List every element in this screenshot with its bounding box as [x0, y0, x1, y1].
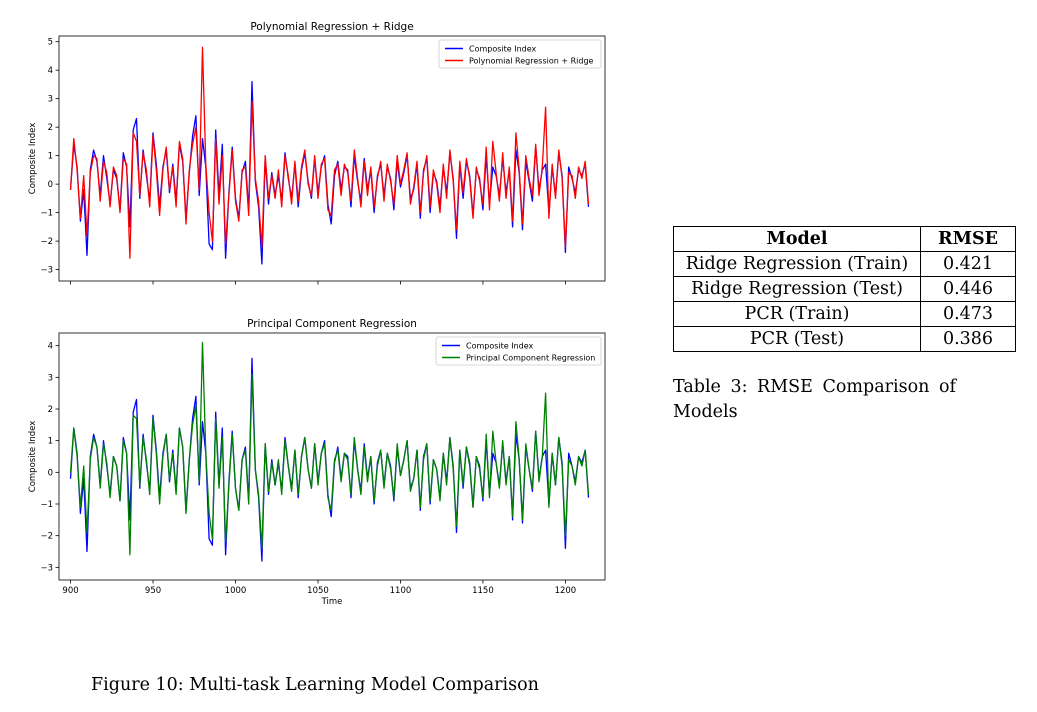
x-tick-label: 1200	[555, 586, 577, 596]
table-cell-rmse: 0.473	[920, 301, 1016, 327]
table-cell-model: Ridge Regression (Test)	[673, 276, 921, 302]
chart-title: Polynomial Regression + Ridge	[250, 21, 413, 33]
y-tick-label: 2	[48, 405, 53, 415]
table-cell-model: PCR (Test)	[673, 326, 921, 352]
table-row: Ridge Regression (Test) 0.446	[673, 276, 1016, 302]
legend-label: Principal Component Regression	[466, 354, 595, 363]
x-tick-label: 1000	[225, 586, 247, 596]
y-tick-label: −2	[40, 237, 53, 247]
x-axis-label: Time	[321, 597, 343, 607]
y-axis-label: Composite Index	[28, 421, 38, 492]
legend: Composite Index Principal Component Regre…	[435, 336, 602, 366]
y-tick-label: −3	[40, 266, 53, 276]
legend-box	[435, 336, 602, 366]
table-cell-rmse: 0.421	[920, 251, 1016, 277]
chart-panel-1: −3 −2 −1 0 1 2 3 4 5 Polynomial Regression + Ridg…	[28, 21, 606, 285]
rmse-table: Model RMSE Ridge Regression (Train) 0.42…	[673, 226, 1016, 352]
y-tick-label: 1	[48, 152, 53, 162]
y-tick-label: 1	[48, 437, 53, 447]
series-line-2	[69, 341, 590, 556]
y-tick-label: 0	[48, 180, 53, 190]
series-line-1	[69, 357, 590, 562]
table-header-row: Model RMSE	[673, 226, 1016, 252]
legend-label: Composite Index	[466, 342, 534, 351]
y-tick-label: 3	[48, 95, 53, 105]
table-row: PCR (Train) 0.473	[673, 301, 1016, 327]
table-cell-model: Ridge Regression (Train)	[673, 251, 921, 277]
table-cell-model: PCR (Train)	[673, 301, 921, 327]
table-header-model: Model	[673, 226, 921, 252]
y-tick-label: 4	[48, 342, 53, 352]
x-tick-label: 950	[145, 586, 161, 596]
x-tick-label: 900	[62, 586, 78, 596]
chart-panel-2: −3 −2 −1 0 1 2 3 4 900 950 1000 1050 1100 1150 1200 Pri…	[28, 318, 606, 607]
y-tick-label: −3	[40, 563, 53, 573]
table-row: Ridge Regression (Train) 0.421	[673, 251, 1016, 277]
legend-label: Polynomial Regression + Ridge	[469, 57, 594, 66]
table-row: PCR (Test) 0.386	[673, 326, 1016, 352]
y-tick-label: 3	[48, 373, 53, 383]
y-axis-label: Composite Index	[28, 123, 38, 194]
y-tick-label: 5	[48, 38, 53, 48]
legend: Composite Index Polynomial Regression + R…	[438, 39, 602, 69]
y-tick-label: 2	[48, 123, 53, 133]
x-tick-label: 1050	[307, 586, 329, 596]
chart-title: Principal Component Regression	[247, 318, 417, 330]
series-line-2	[69, 46, 590, 259]
y-tick-label: −2	[40, 532, 53, 542]
legend-label: Composite Index	[469, 45, 537, 54]
y-tick-label: 0	[48, 468, 53, 478]
y-tick-label: −1	[40, 500, 53, 510]
y-tick-label: −1	[40, 209, 53, 219]
legend-box	[438, 39, 602, 69]
x-tick-label: 1100	[390, 586, 412, 596]
table-caption: Table 3: RMSE Comparison of Models	[673, 377, 956, 422]
plot-frame	[58, 35, 606, 282]
plot-frame	[58, 332, 606, 581]
figure-charts: −3 −2 −1 0 1 2 3 4 5 Polynomial Regression + Ridg…	[28, 21, 606, 607]
table-cell-rmse: 0.386	[920, 326, 1016, 352]
series-line-1	[69, 80, 590, 265]
x-tick-label: 1150	[472, 586, 494, 596]
table-cell-rmse: 0.446	[920, 276, 1016, 302]
figure-caption: Figure 10: Multi-task Learning Model Com…	[91, 675, 539, 695]
y-tick-label: 4	[48, 66, 53, 76]
table-header-rmse: RMSE	[920, 226, 1016, 252]
